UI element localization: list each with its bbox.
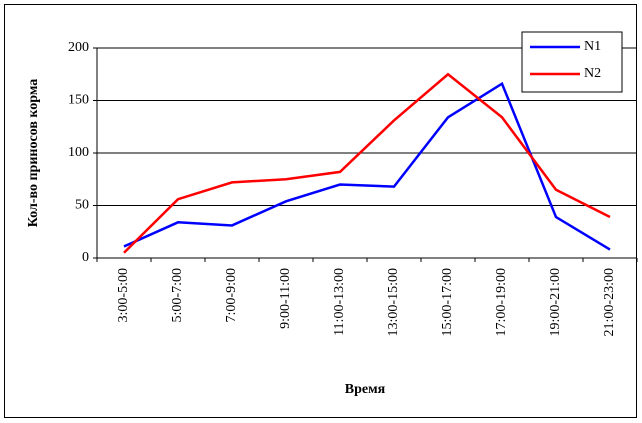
series-line xyxy=(123,72,611,254)
x-tick-label: 5:00-7:00 xyxy=(170,268,185,322)
x-tick-label: 21:00-23:00 xyxy=(602,268,617,336)
x-tick-label: 9:00-11:00 xyxy=(278,268,293,329)
x-tick-label: 19:00-21:00 xyxy=(548,268,563,336)
y-tick-label: 0 xyxy=(82,250,89,265)
legend-box xyxy=(521,31,623,93)
y-tick-label: 200 xyxy=(68,40,89,55)
y-tick-label: 50 xyxy=(75,198,89,213)
y-tick-label: 100 xyxy=(68,145,89,160)
x-tick-label: 7:00-9:00 xyxy=(224,268,239,322)
legend-label: N1 xyxy=(584,39,601,54)
x-tick-label: 17:00-19:00 xyxy=(494,268,509,336)
x-axis-title: Время xyxy=(345,382,386,397)
series-line xyxy=(123,81,611,251)
x-tick-label: 15:00-17:00 xyxy=(440,268,455,336)
y-axis-title: Кол-во приносов корма xyxy=(26,79,41,228)
x-tick-label: 13:00-15:00 xyxy=(386,268,401,336)
x-tick-label: 3:00-5:00 xyxy=(116,268,131,322)
y-tick-label: 150 xyxy=(68,93,89,108)
x-tick-label: 11:00-13:00 xyxy=(332,268,347,336)
legend-label: N2 xyxy=(584,66,601,81)
